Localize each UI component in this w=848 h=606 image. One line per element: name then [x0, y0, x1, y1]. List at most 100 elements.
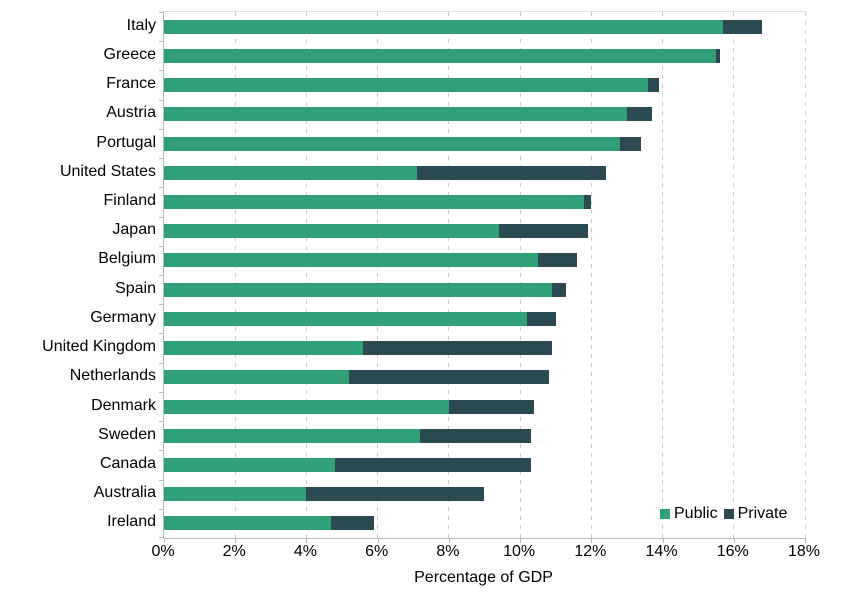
y-axis-tick [159, 537, 164, 538]
legend-label-private: Private [737, 505, 788, 522]
x-axis-title: Percentage of GDP [414, 569, 553, 586]
bar-row-ireland [164, 516, 805, 531]
bar-row-netherlands [164, 370, 805, 385]
bar-segment-public [164, 516, 332, 531]
bar-segment-private [552, 282, 567, 297]
x-tick-label-14pct: 14% [645, 543, 678, 560]
bar-segment-private [537, 253, 578, 268]
y-axis-tick [159, 41, 164, 42]
gridline-2pct [234, 12, 236, 538]
x-axis-tick [306, 538, 308, 543]
y-axis-tick [159, 480, 164, 481]
x-axis-tick [662, 538, 664, 543]
gridline-14pct [662, 12, 664, 538]
bar-segment-private [349, 370, 549, 385]
bar-segment-private [584, 194, 592, 209]
gridline-10pct [519, 12, 521, 538]
x-tick-label-6pct: 6% [365, 543, 389, 560]
category-label-portugal: Portugal [96, 133, 156, 151]
category-label-united-kingdom: United Kingdom [42, 338, 156, 356]
category-label-italy: Italy [126, 16, 156, 34]
y-axis-tick [159, 100, 164, 101]
x-tick-label-12pct: 12% [574, 543, 607, 560]
y-axis-tick [159, 450, 164, 451]
category-label-sweden: Sweden [98, 425, 156, 443]
gridline-16pct [733, 12, 735, 538]
bar-row-japan [164, 224, 805, 239]
bar-segment-private [306, 487, 485, 502]
category-label-ireland: Ireland [107, 513, 156, 531]
category-label-france: France [106, 75, 156, 93]
x-tick-label-4pct: 4% [293, 543, 317, 560]
category-label-japan: Japan [112, 221, 156, 239]
gridline-8pct [448, 12, 450, 538]
category-label-austria: Austria [106, 104, 156, 122]
bar-segment-public [164, 399, 449, 414]
x-tick-label-16pct: 16% [716, 543, 749, 560]
bar-segment-public [164, 457, 335, 472]
y-axis-tick [159, 304, 164, 305]
bar-segment-public [164, 78, 649, 93]
bar-segment-public [164, 282, 553, 297]
x-axis-tick [520, 538, 522, 543]
gridline-4pct [305, 12, 307, 538]
y-axis-tick [159, 275, 164, 276]
legend-item-private: Private [723, 505, 788, 522]
category-label-united-states: United States [59, 162, 156, 180]
bar-row-united-kingdom [164, 341, 805, 356]
x-axis-tick [805, 538, 806, 543]
bar-row-denmark [164, 399, 805, 414]
gridline-6pct [377, 12, 379, 538]
bar-segment-public [164, 428, 421, 443]
bar-segment-private [363, 341, 553, 356]
bar-row-france [164, 78, 805, 93]
category-label-denmark: Denmark [91, 396, 156, 414]
bar-segment-private [715, 48, 720, 63]
bar-row-portugal [164, 136, 805, 151]
plot-area [159, 11, 806, 543]
y-axis-tick [159, 12, 164, 13]
y-axis-tick [159, 363, 164, 364]
y-axis-tick [159, 217, 164, 218]
category-label-belgium: Belgium [98, 250, 156, 268]
y-axis-tick [159, 70, 164, 71]
bar-segment-private [420, 428, 531, 443]
category-label-australia: Australia [93, 484, 156, 502]
legend: Public Private [660, 506, 787, 522]
x-tick-label-8pct: 8% [436, 543, 460, 560]
y-axis-tick [159, 392, 164, 393]
bar-row-sweden [164, 428, 805, 443]
bar-segment-public [164, 136, 620, 151]
bar-segment-private [498, 224, 588, 239]
x-axis-tick [591, 538, 593, 543]
bar-segment-public [164, 48, 716, 63]
bar-segment-private [527, 311, 556, 326]
bar-row-spain [164, 282, 805, 297]
bar-row-australia [164, 487, 805, 502]
y-axis-tick [159, 509, 164, 510]
bar-segment-public [164, 253, 538, 268]
bar-row-united-states [164, 165, 805, 180]
x-axis-tick [733, 538, 735, 543]
x-axis-tick [164, 538, 165, 543]
bar-segment-public [164, 165, 417, 180]
bar-segment-private [416, 165, 606, 180]
gridline-18pct [804, 12, 806, 538]
y-axis-tick [159, 246, 164, 247]
bar-segment-private [448, 399, 535, 414]
bar-segment-private [648, 78, 659, 93]
bar-segment-private [626, 107, 652, 122]
bar-segment-public [164, 19, 724, 34]
category-label-spain: Spain [115, 279, 156, 297]
x-axis-tick [377, 538, 379, 543]
gridline-12pct [590, 12, 592, 538]
bar-segment-private [331, 516, 375, 531]
bar-segment-private [619, 136, 642, 151]
bar-row-finland [164, 194, 805, 209]
category-label-germany: Germany [90, 308, 156, 326]
bar-segment-public [164, 341, 364, 356]
bar-segment-public [164, 224, 499, 239]
bar-row-italy [164, 19, 805, 34]
bar-segment-private [334, 457, 531, 472]
bar-row-belgium [164, 253, 805, 268]
